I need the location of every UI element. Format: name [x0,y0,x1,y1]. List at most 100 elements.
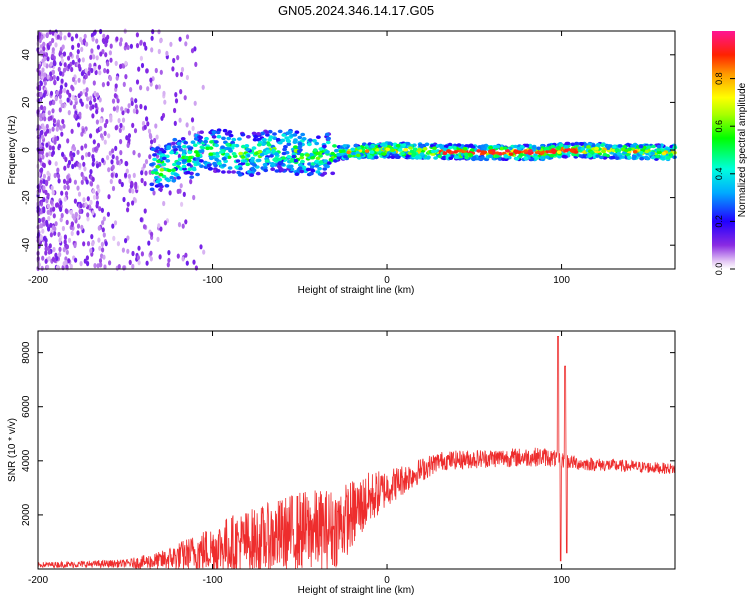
spectrogram-cell [168,190,172,196]
spectrogram-cell [149,77,153,83]
spectrogram-cell [222,128,228,133]
spectrogram-cell [261,138,267,142]
spectrogram-cell [97,64,102,70]
spectrogram-cell [147,240,151,246]
spectrogram-cell [121,247,125,253]
spectrogram-cell [110,159,114,165]
spectrogram-cell [40,104,44,110]
spectrogram-cell [140,251,144,257]
spectrogram-cell [49,115,53,121]
spectrogram-cell [66,89,70,95]
spectrogram-cell [200,146,206,150]
spectrogram-cell [73,242,77,249]
spectrogram-cell [115,36,119,42]
spectrogram-cell [326,136,331,141]
spectrogram-cell [176,253,180,259]
spectrogram-cell [52,99,56,106]
spectrogram-cell [165,159,171,163]
spectrogram-cell [563,145,569,149]
spectrogram-cell [579,142,585,146]
spectrogram-cell [73,104,77,110]
spectrogram-cell [128,188,132,194]
spectrogram-cell [240,132,246,137]
x-tick-label: 0 [384,275,390,286]
spectrogram-cell [58,251,62,258]
spectrogram-cell [274,152,279,156]
spectrogram-cell [364,149,370,153]
spectrogram-cell [654,154,660,159]
spectrogram-cell [178,147,184,152]
spectrogram-cell [124,60,128,66]
spectrogram-cell [51,69,56,75]
spectrogram-cell [55,126,59,132]
spectrogram-cell [101,157,105,163]
spectrogram-cell [632,154,637,159]
x-tick-label: 100 [553,275,570,286]
spectrogram-cell [92,30,96,36]
spectrogram-cell [226,155,232,159]
spectrogram-cell [333,159,338,163]
spectrogram-cell [186,159,192,163]
spectrogram-cell [557,154,562,159]
spectrogram-cell [587,153,593,158]
spectrogram-cell [40,35,44,41]
spectrogram-cell [98,245,102,251]
spectrogram-cell [182,191,186,197]
spectrogram-cell [442,151,448,156]
spectrogram-cell [237,137,242,141]
spectrogram-cell [195,172,200,177]
spectrogram-cell [178,167,184,171]
spectrogram-cell [76,42,81,48]
spectrogram-cell [89,248,93,254]
spectrogram-cell [72,146,77,152]
spectrogram-cell [262,162,268,167]
spectrogram-cell [656,147,661,152]
spectrogram-cell [51,47,55,53]
spectrogram-cell [514,157,520,161]
spectrogram-cell [59,217,63,223]
spectrogram-cell [116,98,120,104]
spectrogram-cell [39,50,43,56]
spectrogram-cell [80,224,84,230]
spectrogram-cell [62,123,66,129]
spectrogram-cell [99,51,103,57]
spectrogram-cell [463,152,469,157]
spectrogram-cell [157,84,161,90]
spectrogram-cell [300,159,305,164]
spectrogram-cell [269,154,274,158]
spectrogram-cell [49,232,54,238]
spectrogram-cell [196,162,201,166]
spectrogram-cell [55,90,60,96]
spectrogram-cell [287,165,293,169]
spectrogram-cell [214,157,220,162]
spectrogram-cell [550,144,556,149]
spectrogram-cell [176,188,180,194]
spectrogram-cell [330,171,336,176]
spectrogram-cell [539,156,545,160]
spectrogram-cell [47,175,51,182]
spectrogram-cell [79,36,83,43]
spectrogram-cell [277,157,283,162]
spectrogram-cell [37,31,42,37]
spectrogram-cell [153,137,157,144]
spectrogram-cell [106,68,110,74]
spectrogram-cell [448,156,454,160]
spectrogram-cell [95,119,99,125]
spectrogram-cell [192,194,196,201]
spectrogram-cell [108,150,112,156]
spectrogram-cell [86,241,91,247]
spectrogram-cell [140,177,144,184]
spectrogram-cell [283,145,288,149]
spectrogram-cell [516,150,522,154]
spectrogram-cell [632,150,638,154]
spectrogram-cell [114,145,118,151]
spectrogram-cell [325,150,330,154]
spectrogram-cell [62,178,67,184]
spectrogram-cell [244,144,250,148]
spectrogram-cell [293,158,299,163]
spectrogram-cell [65,244,69,250]
spectrogram-cell [231,143,237,148]
spectrogram-cell [508,152,514,156]
spectrogram-cell [464,144,469,148]
spectrogram-cell [217,161,222,166]
